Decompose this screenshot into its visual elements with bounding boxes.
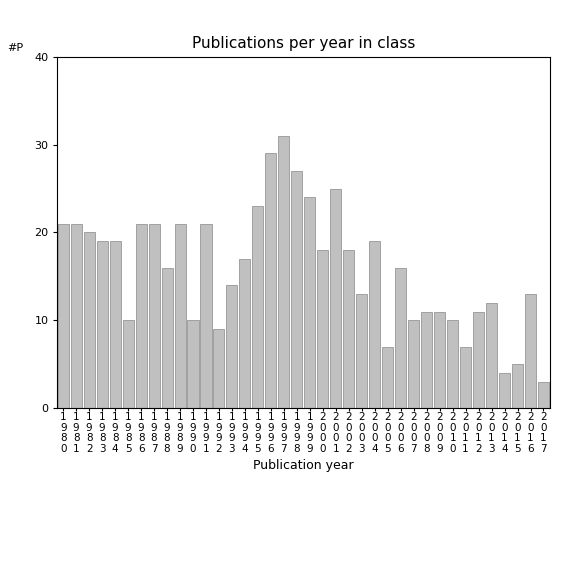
Bar bbox=[473, 312, 484, 408]
Bar bbox=[512, 365, 523, 408]
Bar bbox=[96, 242, 108, 408]
Bar bbox=[58, 224, 69, 408]
Bar bbox=[162, 268, 172, 408]
Text: #P: #P bbox=[7, 43, 23, 53]
Title: Publications per year in class: Publications per year in class bbox=[192, 36, 415, 52]
Bar bbox=[109, 242, 121, 408]
Bar bbox=[278, 136, 289, 408]
Bar bbox=[122, 320, 134, 408]
Bar bbox=[408, 320, 419, 408]
Bar bbox=[136, 224, 147, 408]
Bar bbox=[226, 285, 238, 408]
Bar bbox=[460, 346, 471, 408]
Bar bbox=[382, 346, 393, 408]
Bar bbox=[447, 320, 458, 408]
Bar bbox=[538, 382, 549, 408]
Bar bbox=[213, 329, 225, 408]
Bar bbox=[434, 312, 445, 408]
Bar bbox=[239, 259, 251, 408]
Bar bbox=[318, 250, 328, 408]
Bar bbox=[71, 224, 82, 408]
Bar bbox=[175, 224, 185, 408]
Bar bbox=[84, 232, 95, 408]
Bar bbox=[149, 224, 159, 408]
Bar bbox=[252, 206, 264, 408]
Bar bbox=[499, 373, 510, 408]
Bar bbox=[201, 224, 211, 408]
Bar bbox=[331, 189, 341, 408]
Bar bbox=[265, 154, 276, 408]
Bar bbox=[343, 250, 354, 408]
Bar bbox=[369, 242, 380, 408]
Bar bbox=[486, 303, 497, 408]
Bar bbox=[188, 320, 198, 408]
Bar bbox=[421, 312, 432, 408]
X-axis label: Publication year: Publication year bbox=[253, 459, 354, 472]
Bar bbox=[356, 294, 367, 408]
Bar bbox=[291, 171, 302, 408]
Bar bbox=[525, 294, 536, 408]
Bar bbox=[304, 197, 315, 408]
Bar bbox=[395, 268, 406, 408]
